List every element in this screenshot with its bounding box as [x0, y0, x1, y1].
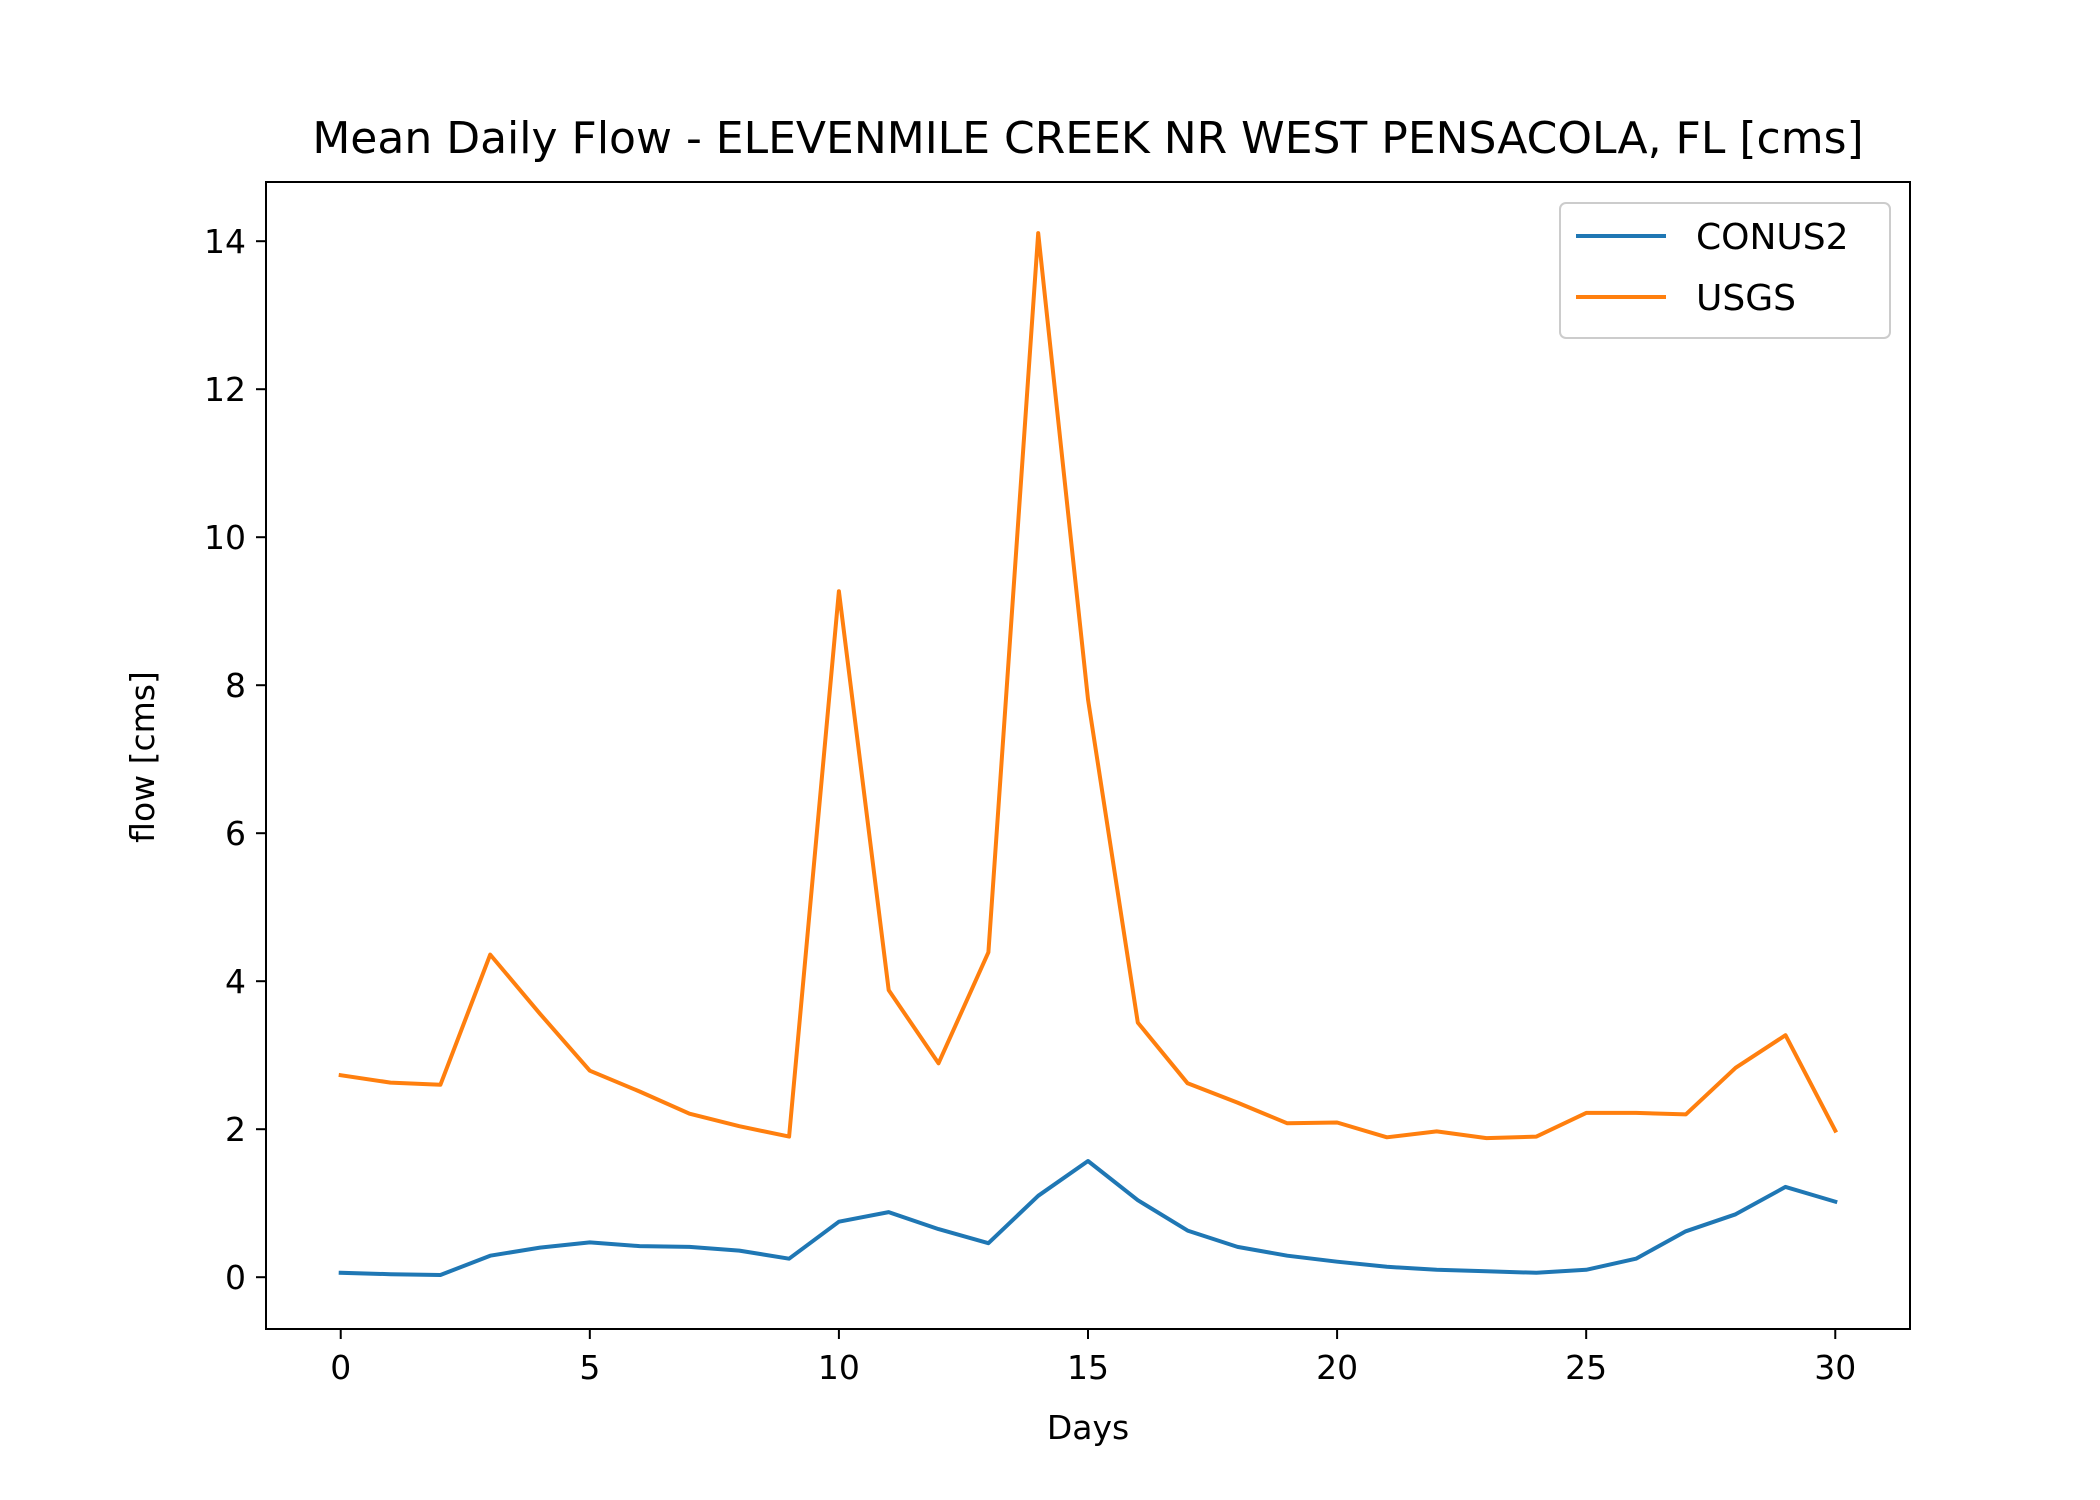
- legend-label-usgs: USGS: [1696, 278, 1796, 319]
- axes-frame: [265, 181, 1911, 1330]
- y-tick-label: 12: [204, 370, 246, 409]
- x-axis: 0 5 10 15 20 25 30: [330, 1329, 1856, 1387]
- y-tick-label: 4: [225, 962, 246, 1001]
- y-tick-label: 10: [204, 518, 246, 557]
- y-tick-label: 14: [204, 222, 246, 261]
- legend: CONUS2 USGS: [1559, 202, 1891, 339]
- y-axis: 0 2 4 6 8 10 12 14: [204, 222, 266, 1297]
- legend-label-conus2: CONUS2: [1696, 217, 1849, 258]
- x-tick-label: 0: [330, 1348, 351, 1387]
- x-tick-label: 10: [818, 1348, 860, 1387]
- y-tick-label: 6: [225, 814, 246, 853]
- x-tick-label: 30: [1814, 1348, 1856, 1387]
- series-line-usgs: [338, 231, 1838, 1141]
- y-tick-label: 8: [225, 666, 246, 705]
- chart-title: Mean Daily Flow - ELEVENMILE CREEK NR WE…: [312, 113, 1863, 164]
- y-axis-title: flow [cms]: [123, 671, 162, 843]
- x-tick-label: 25: [1565, 1348, 1607, 1387]
- y-tick-label: 0: [225, 1258, 246, 1297]
- x-axis-title: Days: [1047, 1408, 1129, 1447]
- y-tick-label: 2: [225, 1110, 246, 1149]
- series-line-conus2: [338, 1159, 1838, 1277]
- x-tick-label: 20: [1316, 1348, 1358, 1387]
- x-tick-label: 15: [1067, 1348, 1109, 1387]
- series-lines: [338, 231, 1838, 1277]
- x-tick-label: 5: [579, 1348, 600, 1387]
